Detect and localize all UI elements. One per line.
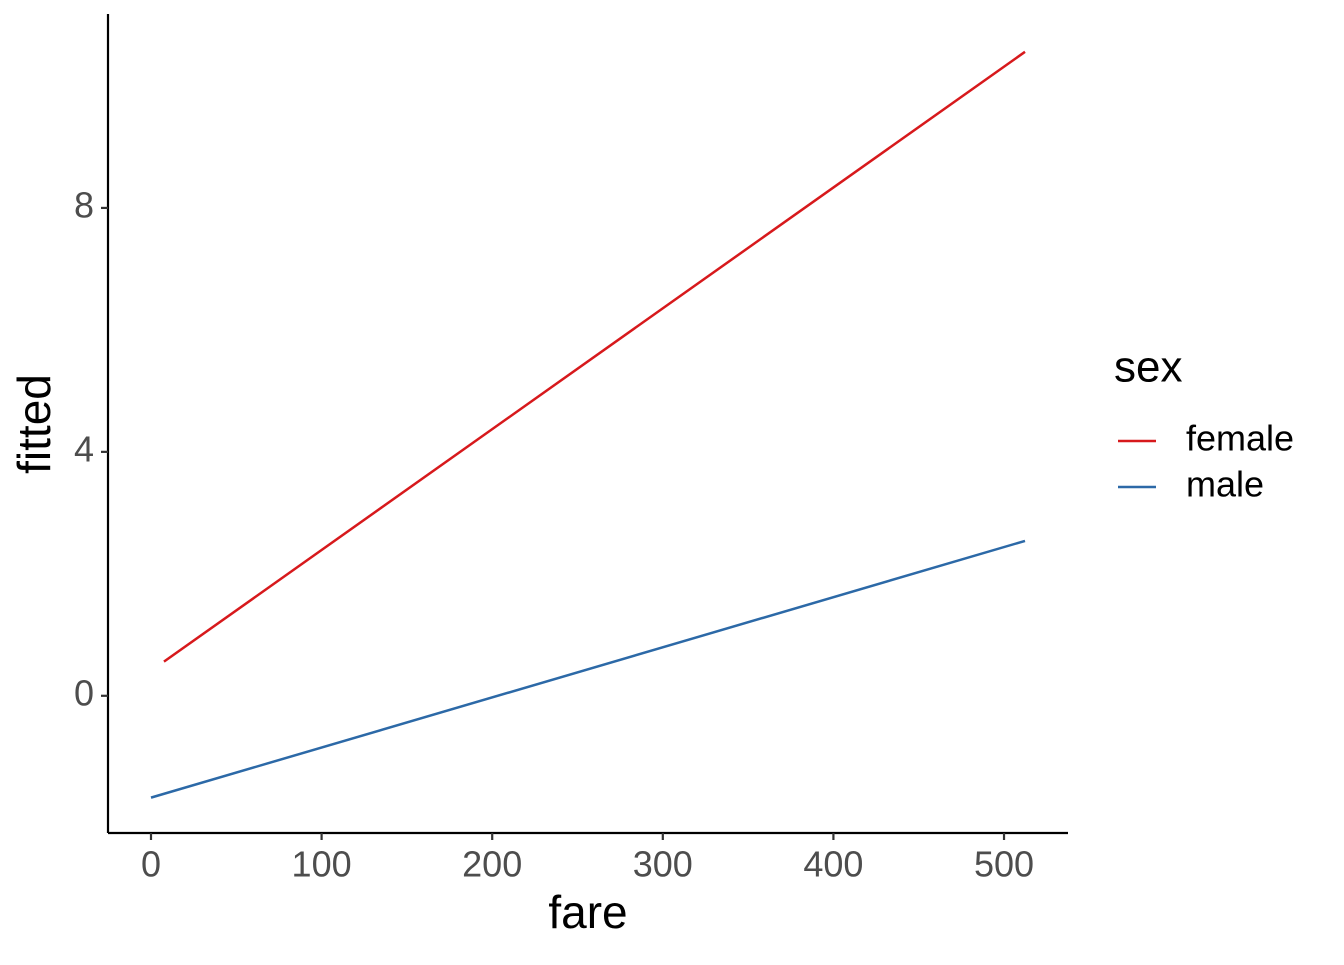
line: [163, 50, 1026, 663]
x-tick-label: 200: [462, 844, 522, 885]
y-axis-title: fitted: [8, 374, 60, 474]
y-tick-label: 0: [74, 672, 94, 713]
x-tick-label: 500: [974, 844, 1034, 885]
x-axis-title: fare: [548, 886, 627, 938]
legend-label: female: [1186, 418, 1294, 459]
x-tick-label: 0: [141, 844, 161, 885]
x-tick-label: 400: [803, 844, 863, 885]
x-tick-label: 300: [633, 844, 693, 885]
line: [150, 539, 1026, 799]
y-tick-label: 8: [74, 184, 94, 225]
legend-title: sex: [1114, 343, 1182, 392]
y-tick-label: 4: [74, 428, 94, 469]
x-tick-label: 100: [292, 844, 352, 885]
legend-label: male: [1186, 464, 1264, 505]
